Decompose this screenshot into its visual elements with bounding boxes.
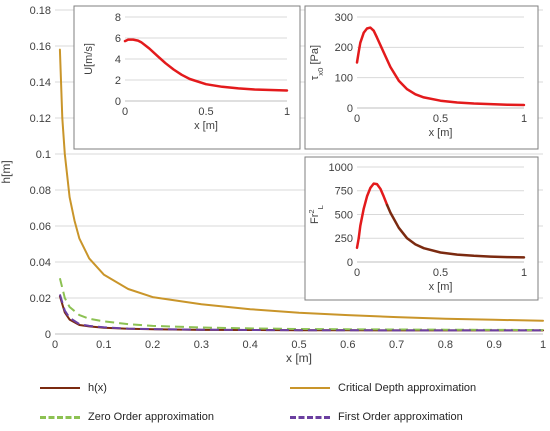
main-plot-ytick-label-6: 0.12 <box>30 113 51 125</box>
inset-tau-ytick-label-1: 100 <box>335 73 353 85</box>
inset-tau-ytick-label-2: 200 <box>335 42 353 54</box>
inset-u-ytick-label-3: 6 <box>115 33 121 45</box>
inset-fr-frame <box>304 156 539 301</box>
legend-label-first-order: First Order approximation <box>338 411 463 423</box>
main-plot-xtick-label-8: 0.8 <box>438 339 453 351</box>
main-plot-ytick-label-5: 0.1 <box>36 149 51 161</box>
legend-label-hx: h(x) <box>88 382 107 394</box>
main-plot-xtick-label-1: 0.1 <box>96 339 111 351</box>
legend-item-first-order: First Order approximation <box>290 411 463 423</box>
legend-swatch-hx <box>40 387 80 389</box>
main-plot-ytick-label-0: 0 <box>45 329 51 341</box>
inset-shear-stress: 0 100 200 300 0 0.5 1 x [m] τx0 [Pa] <box>304 5 539 150</box>
legend: h(x) Critical Depth approximation Zero O… <box>0 378 550 431</box>
main-plot-x-axis-label: x [m] <box>286 351 312 365</box>
inset-u-y-axis-label: U[m/s] <box>83 43 95 75</box>
main-plot-ytick-label-2: 0.04 <box>30 257 51 269</box>
main-plot-xtick-label-10: 1 <box>540 339 546 351</box>
inset-tau-xtick-label-1: 0.5 <box>433 113 448 125</box>
inset-u-xtick-label-1: 0.5 <box>198 106 213 118</box>
inset-u-ytick-label-2: 4 <box>115 54 121 66</box>
main-plot-xtick-label-9: 0.9 <box>487 339 502 351</box>
legend-item-zero-order: Zero Order approximation <box>40 411 214 423</box>
inset-fr-ytick-label-0: 0 <box>347 257 353 269</box>
inset-tau-ytick-label-3: 300 <box>335 12 353 24</box>
inset-fr-ytick-label-2: 500 <box>335 209 353 221</box>
inset-fr-x-axis-label: x [m] <box>429 281 453 293</box>
main-plot-series-critical-depth-approximation <box>58 48 544 322</box>
inset-u-x-axis-label: x [m] <box>194 120 218 132</box>
main-plot-xtick-label-0: 0 <box>52 339 58 351</box>
inset-u-ytick-label-4: 8 <box>115 12 121 24</box>
legend-swatch-zero-order <box>40 415 80 419</box>
inset-fr-ytick-label-4: 1000 <box>329 162 353 174</box>
inset-tau-xtick-label-2: 1 <box>521 113 527 125</box>
main-plot-series-first-order-approximation <box>58 294 543 332</box>
inset-fr-ytick-label-3: 750 <box>335 186 353 198</box>
inset-u-xtick-label-0: 0 <box>122 106 128 118</box>
main-plot-ytick-label-4: 0.08 <box>30 185 51 197</box>
inset-froude: 0 250 500 750 1000 0 0.5 1 x [m] Fr2L <box>304 156 539 301</box>
main-plot-xtick-label-4: 0.4 <box>243 339 258 351</box>
inset-fr-y-axis-label: Fr2L <box>307 204 325 224</box>
figure: 00.020.040.060.080.10.120.140.160.180 0.1… <box>0 5 546 365</box>
main-plot-ytick-label-8: 0.16 <box>30 41 51 53</box>
main-plot-ytick-label-3: 0.06 <box>30 221 51 233</box>
inset-fr-xtick-label-2: 1 <box>521 267 527 279</box>
main-plot-ytick-label-1: 0.02 <box>30 293 51 305</box>
inset-tau-x-axis-label: x [m] <box>429 127 453 139</box>
inset-u-ytick-label-1: 2 <box>115 75 121 87</box>
inset-fr-xtick-label-1: 0.5 <box>433 267 448 279</box>
inset-fr-series-curve-1 <box>385 203 526 259</box>
inset-tau-series-curve-0 <box>355 26 526 107</box>
main-plot-xtick-label-3: 0.3 <box>194 339 209 351</box>
inset-tau-ytick-label-0: 0 <box>347 103 353 115</box>
main-plot-xtick-label-2: 0.2 <box>145 339 160 351</box>
main-plot-y-axis-label: h[m] <box>0 160 13 183</box>
legend-item-hx: h(x) <box>40 382 107 394</box>
main-plot-xtick-label-6: 0.6 <box>340 339 355 351</box>
legend-item-critical-depth: Critical Depth approximation <box>290 382 476 394</box>
inset-fr-xtick-label-0: 0 <box>354 267 360 279</box>
legend-swatch-critical-depth <box>290 387 330 389</box>
inset-velocity: 0 2 4 6 8 0 0.5 1 x [m] U[m/s] <box>73 5 301 150</box>
inset-fr-ytick-label-1: 250 <box>335 233 353 245</box>
main-plot-xtick-label-5: 0.5 <box>291 339 306 351</box>
legend-label-zero-order: Zero Order approximation <box>88 411 214 423</box>
main-plot-ytick-label-7: 0.14 <box>30 77 51 89</box>
inset-fr-series-curve-0 <box>355 182 389 250</box>
legend-label-critical-depth: Critical Depth approximation <box>338 382 477 394</box>
inset-u-series-curve-0 <box>123 38 289 92</box>
main-plot-ytick-label-9: 0.18 <box>30 5 51 17</box>
inset-u-ytick-label-0: 0 <box>115 96 121 108</box>
inset-u-xtick-label-2: 1 <box>284 106 290 118</box>
main-plot-xtick-label-7: 0.7 <box>389 339 404 351</box>
legend-swatch-first-order <box>290 415 330 419</box>
inset-tau-y-axis-label: τx0 [Pa] <box>309 45 325 80</box>
inset-tau-xtick-label-0: 0 <box>354 113 360 125</box>
